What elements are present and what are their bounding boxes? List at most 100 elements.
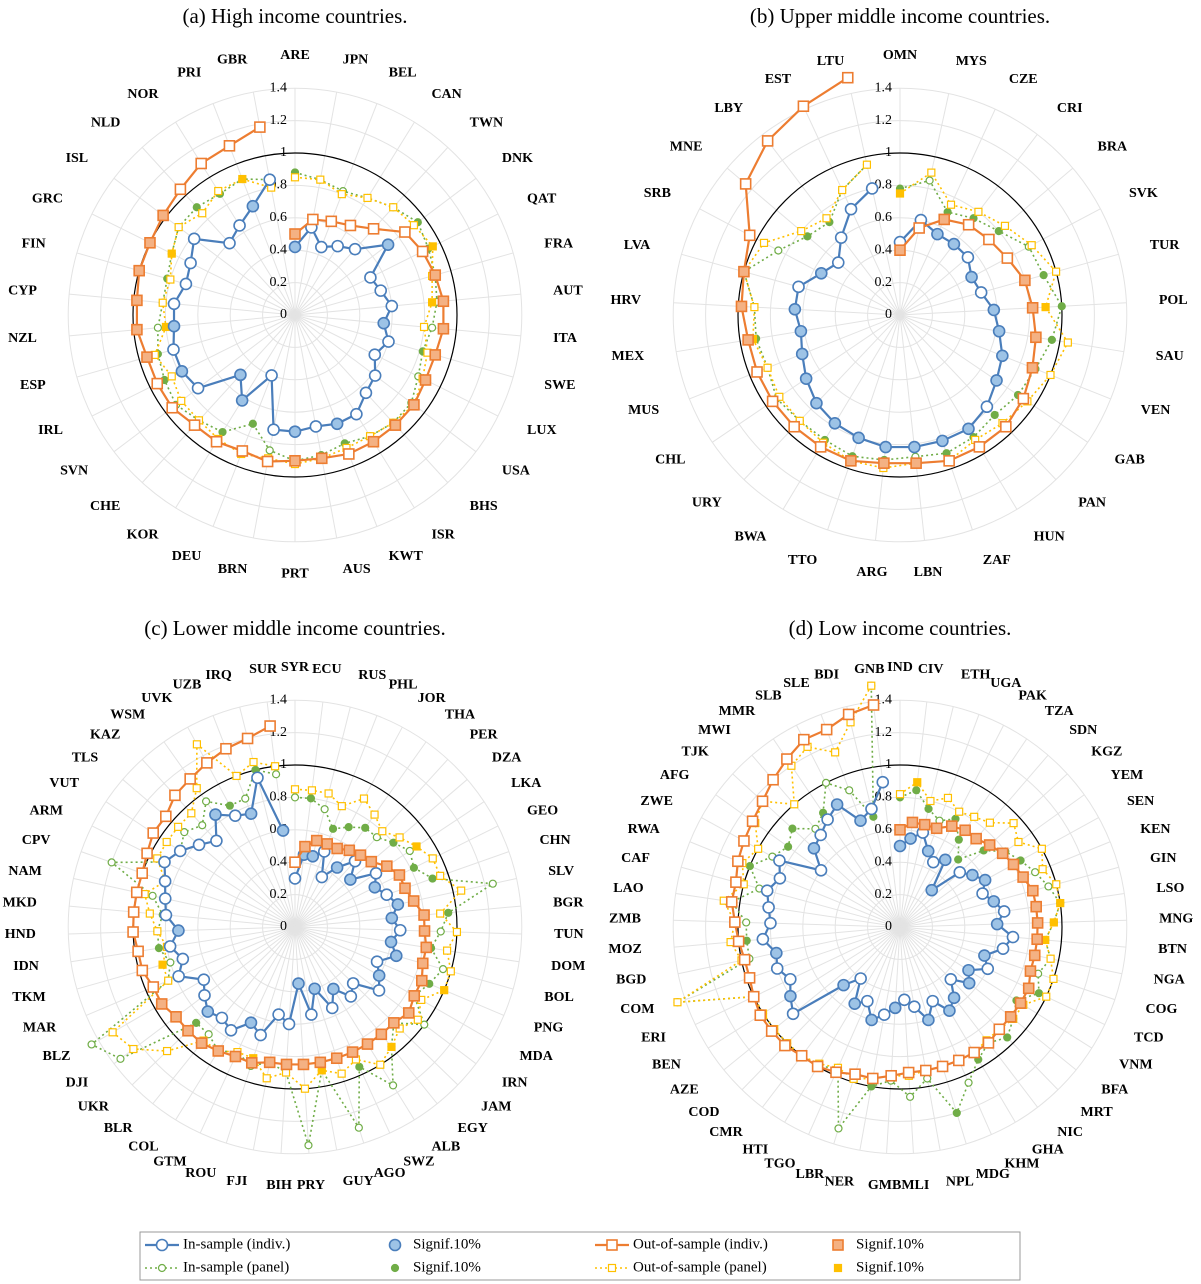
spoke bbox=[675, 893, 901, 928]
category-label: IRN bbox=[502, 1075, 528, 1090]
marker bbox=[1004, 1011, 1017, 1023]
marker bbox=[316, 175, 325, 184]
marker bbox=[145, 909, 154, 918]
legend-box bbox=[139, 1231, 1021, 1281]
marker bbox=[158, 855, 171, 869]
marker bbox=[310, 834, 323, 847]
marker bbox=[337, 190, 346, 199]
category-label: SDN bbox=[1069, 723, 1097, 738]
marker bbox=[745, 862, 754, 871]
spoke bbox=[899, 866, 1119, 928]
r-tick-label: 1.2 bbox=[875, 113, 893, 128]
marker bbox=[354, 1123, 363, 1132]
marker bbox=[370, 810, 379, 819]
marker bbox=[141, 351, 153, 363]
marker bbox=[742, 918, 751, 927]
marker bbox=[738, 953, 751, 966]
marker bbox=[814, 864, 828, 877]
marker bbox=[167, 249, 176, 258]
category-label: ERI bbox=[641, 1031, 666, 1046]
spoke bbox=[294, 314, 449, 483]
spoke bbox=[294, 779, 468, 928]
marker bbox=[388, 1017, 400, 1029]
r-tick-label: 0.2 bbox=[270, 887, 288, 902]
marker bbox=[786, 1007, 800, 1021]
marker bbox=[607, 1263, 617, 1273]
marker bbox=[173, 844, 187, 858]
marker bbox=[436, 927, 445, 936]
marker bbox=[993, 1023, 1006, 1036]
category-label: TUR bbox=[1150, 238, 1180, 253]
marker bbox=[346, 977, 360, 990]
category-label: SVN bbox=[60, 463, 88, 478]
category-label: CRI bbox=[1057, 101, 1083, 116]
marker bbox=[982, 1037, 995, 1049]
marker bbox=[985, 818, 994, 827]
marker bbox=[344, 822, 353, 832]
marker bbox=[182, 1024, 194, 1037]
marker bbox=[218, 427, 227, 437]
marker bbox=[964, 1078, 973, 1087]
marker bbox=[968, 1046, 980, 1059]
marker bbox=[170, 1011, 182, 1023]
spoke bbox=[899, 314, 1124, 353]
marker bbox=[994, 226, 1003, 236]
marker bbox=[974, 286, 988, 299]
category-label: SWE bbox=[544, 378, 575, 393]
marker bbox=[172, 924, 185, 937]
marker bbox=[374, 284, 387, 297]
spoke bbox=[726, 167, 901, 316]
marker bbox=[315, 240, 328, 254]
marker bbox=[359, 794, 369, 803]
spoke bbox=[294, 91, 338, 316]
marker bbox=[136, 964, 149, 977]
marker bbox=[754, 844, 763, 853]
marker bbox=[902, 1066, 915, 1079]
category-label: QAT bbox=[527, 192, 557, 207]
category-label: BHS bbox=[470, 499, 498, 514]
r-tick-label: 1 bbox=[885, 145, 892, 160]
category-label: ARE bbox=[280, 48, 310, 63]
spoke bbox=[899, 926, 1123, 975]
spoke bbox=[91, 825, 296, 928]
spoke bbox=[808, 926, 901, 1135]
marker bbox=[372, 984, 386, 997]
marker bbox=[773, 871, 787, 885]
category-label: TGO bbox=[764, 1156, 795, 1171]
spoke bbox=[91, 314, 296, 417]
marker bbox=[936, 1060, 949, 1073]
marker bbox=[330, 1052, 343, 1065]
marker bbox=[198, 821, 207, 830]
marker bbox=[754, 1009, 767, 1022]
category-label: SLB bbox=[755, 689, 781, 704]
spoke bbox=[141, 147, 296, 316]
marker bbox=[1001, 252, 1014, 264]
category-label: NZL bbox=[8, 331, 37, 346]
spoke bbox=[294, 715, 378, 928]
marker bbox=[167, 319, 181, 333]
spoke bbox=[872, 701, 901, 928]
spoke bbox=[899, 841, 1111, 928]
marker bbox=[337, 1069, 346, 1078]
marker bbox=[157, 209, 169, 222]
legend-label: In-sample (indiv.) bbox=[183, 1236, 290, 1252]
r-tick-label: 0.4 bbox=[270, 854, 288, 869]
marker bbox=[376, 1060, 385, 1069]
marker bbox=[399, 226, 411, 238]
category-label: BOL bbox=[544, 990, 574, 1005]
marker bbox=[192, 203, 201, 212]
marker bbox=[330, 417, 344, 431]
marker bbox=[361, 823, 370, 832]
marker bbox=[959, 824, 971, 837]
marker bbox=[428, 298, 437, 307]
spoke bbox=[294, 926, 505, 1016]
marker bbox=[368, 369, 382, 382]
category-label: RUS bbox=[358, 668, 386, 683]
marker bbox=[375, 1028, 388, 1041]
marker bbox=[931, 227, 944, 241]
marker bbox=[1037, 844, 1046, 853]
marker bbox=[820, 723, 833, 736]
marker bbox=[236, 445, 249, 457]
marker bbox=[906, 816, 919, 829]
spoke bbox=[707, 926, 901, 1049]
